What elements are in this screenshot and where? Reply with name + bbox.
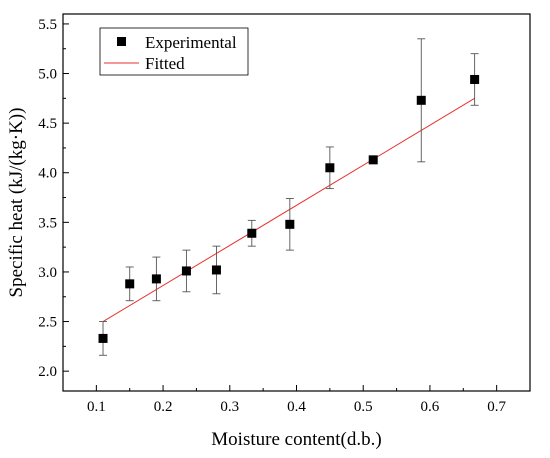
x-axis-label: Moisture content(d.b.): [211, 429, 381, 450]
data-point-8: [368, 155, 378, 165]
y-tick-label-6: 5.0: [38, 67, 57, 83]
axis-tick-labels: 0.1 0.2 0.3 0.4 0.5 0.6 0.7 2.0 2.5 3.0 3.5 4.0 4.5 5…: [38, 17, 506, 415]
data-point-1: [125, 279, 135, 289]
data-point-4: [211, 265, 221, 275]
axis-ticks: [62, 23, 531, 391]
data-point-3: [181, 266, 191, 276]
data-point-6: [285, 219, 295, 229]
y-tick-label-7: 5.5: [38, 17, 57, 33]
x-tick-label-2: 0.3: [220, 399, 239, 415]
x-tick-label-3: 0.4: [287, 399, 306, 415]
y-tick-label-5: 4.5: [38, 116, 57, 132]
data-point-10: [470, 74, 480, 84]
y-tick-label-2: 3.0: [38, 265, 57, 281]
x-tick-label-6: 0.7: [487, 399, 506, 415]
fitted-line: [102, 97, 475, 322]
x-tick-label-5: 0.6: [421, 399, 440, 415]
y-tick-label-3: 3.5: [38, 215, 57, 231]
data-point-5: [247, 228, 257, 238]
legend: Experimental Fitted: [99, 27, 249, 76]
x-tick-label-4: 0.5: [354, 399, 373, 415]
y-tick-label-0: 2.0: [38, 364, 57, 380]
legend-marker-experimental: [117, 37, 126, 46]
y-axis-label: Specific heat (kJ/(kg·K)): [6, 108, 27, 298]
y-tick-label-1: 2.5: [38, 315, 57, 331]
data-point-9: [416, 95, 426, 105]
data-point-0: [98, 333, 108, 343]
legend-label-fitted: Fitted: [145, 54, 185, 73]
data-point-7: [325, 163, 335, 173]
plot-marks: [98, 38, 480, 356]
legend-box: [99, 27, 249, 76]
y-tick-label-4: 4.0: [38, 166, 57, 182]
legend-label-experimental: Experimental: [145, 33, 237, 52]
x-tick-label-0: 0.1: [87, 399, 106, 415]
data-point-2: [151, 274, 161, 284]
x-tick-label-1: 0.2: [154, 399, 173, 415]
